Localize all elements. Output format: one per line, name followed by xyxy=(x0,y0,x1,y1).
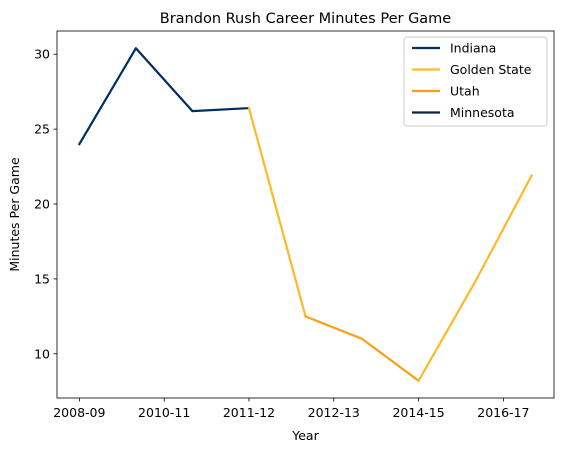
x-tick-label: 2008-09 xyxy=(53,405,105,420)
chart-title: Brandon Rush Career Minutes Per Game xyxy=(160,11,452,27)
y-axis: 10 15 20 25 30 xyxy=(34,47,57,361)
series-layer xyxy=(77,47,534,383)
x-tick-label: 2010-11 xyxy=(138,405,190,420)
legend-label-golden-state: Golden State xyxy=(450,62,532,77)
legend-label-indiana: Indiana xyxy=(450,41,496,56)
legend: Indiana Golden State Utah Minnesota xyxy=(403,36,548,127)
series-line-golden-state-1 xyxy=(247,106,307,318)
y-tick-label: 25 xyxy=(34,122,50,137)
x-tick-label: 2012-13 xyxy=(308,405,360,420)
series-line-golden-state-3 xyxy=(417,174,534,383)
series-line-indiana-0 xyxy=(77,47,251,146)
legend-frame xyxy=(403,36,548,127)
x-axis: 2008-09 2010-11 2011-12 2012-13 2014-15 2016-… xyxy=(53,398,529,420)
y-tick-label: 15 xyxy=(34,271,50,286)
plot-frame xyxy=(56,30,555,399)
legend-label-utah: Utah xyxy=(450,84,480,99)
y-tick-label: 30 xyxy=(34,47,50,62)
x-tick-label: 2016-17 xyxy=(477,405,529,420)
legend-label-minnesota: Minnesota xyxy=(450,105,515,120)
x-axis-label: Year xyxy=(291,428,319,443)
series-line-utah-2 xyxy=(304,314,421,383)
x-tick-label: 2011-12 xyxy=(223,405,275,420)
y-axis-label: Minutes Per Game xyxy=(7,157,22,272)
y-tick-label: 10 xyxy=(34,346,50,361)
y-tick-label: 20 xyxy=(34,197,50,212)
x-tick-label: 2014-15 xyxy=(392,405,444,420)
